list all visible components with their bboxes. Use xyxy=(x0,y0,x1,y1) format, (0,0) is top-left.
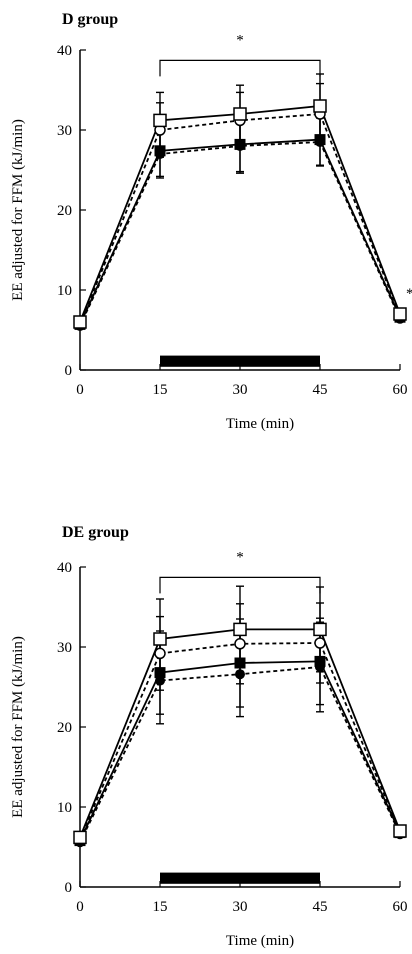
c1-y-axis-label: EE adjusted for FFM (kJ/min) xyxy=(10,636,26,818)
c1-x-axis-label: Time (min) xyxy=(226,933,294,949)
c0-significance-bracket xyxy=(159,59,321,77)
c0-y-tick-label: 20 xyxy=(57,203,72,219)
c0-annotation-star: * xyxy=(406,286,412,302)
c0-point-open-square xyxy=(313,99,327,113)
c1-significance-star: * xyxy=(236,549,244,565)
c1-point-filled-square xyxy=(154,667,166,679)
c1-x-tick-label: 0 xyxy=(76,899,84,915)
c0-point-open-square xyxy=(233,107,247,121)
chart-panel-d-group: D group 0 10 20 30 40 0 15 30 45 60 Time (min) EE ad… xyxy=(10,11,412,432)
c1-point-filled-circle xyxy=(235,669,245,680)
c1-point-open-circle xyxy=(154,647,166,660)
c1-point-open-circle xyxy=(234,638,246,650)
c0-x-tick-label: 15 xyxy=(153,382,168,398)
c1-exercise-bar xyxy=(160,872,320,884)
c0-chart-title: D group xyxy=(62,11,118,28)
c0-significance-star: * xyxy=(236,32,244,48)
c0-y-axis-label: EE adjusted for FFM (kJ/min) xyxy=(10,119,26,301)
c1-y-tick-label: 10 xyxy=(57,800,72,816)
c1-significance-bracket xyxy=(159,576,321,594)
c1-y-tick-label: 40 xyxy=(57,560,72,576)
c0-point-filled-square xyxy=(234,138,246,150)
c1-chart-title: DE group xyxy=(62,524,129,541)
c1-point-open-square xyxy=(73,830,87,845)
c1-point-filled-square xyxy=(234,657,246,669)
c1-x-tick-label: 45 xyxy=(313,899,328,915)
c0-point-filled-square xyxy=(154,145,166,157)
c0-y-tick-label: 40 xyxy=(57,43,72,59)
chart-svg-d-group: D group 0 10 20 30 40 0 15 30 45 60 Time (min) EE ad… xyxy=(10,11,412,432)
c0-point-open-square xyxy=(153,113,167,128)
chart-panel-de-group: DE group 0 10 20 30 40 0 15 30 45 60 Time (min) EE a… xyxy=(0,477,412,954)
c1-y-tick-label: 20 xyxy=(57,720,72,736)
c0-x-axis-label: Time (min) xyxy=(226,416,294,432)
c1-x-tick-label: 60 xyxy=(393,899,408,915)
c0-exercise-bar xyxy=(160,355,320,367)
c1-point-open-square xyxy=(153,632,167,646)
c0-x-tick-label: 45 xyxy=(313,382,328,398)
c1-y-tick-label: 30 xyxy=(57,640,72,656)
c1-x-tick-label: 15 xyxy=(153,899,168,915)
c1-point-open-circle xyxy=(314,637,326,649)
c1-x-tick-label: 30 xyxy=(233,899,248,915)
c0-point-open-square xyxy=(393,307,407,321)
c1-point-open-square xyxy=(313,622,327,637)
c0-x-tick-label: 0 xyxy=(76,382,84,398)
c0-x-tick-label: 60 xyxy=(393,382,408,398)
chart-svg-de-group: DE group 0 10 20 30 40 0 15 30 45 60 Time (min) EE a… xyxy=(10,524,408,949)
c0-x-tick-label: 30 xyxy=(233,382,248,398)
c1-y-tick-label: 0 xyxy=(65,880,73,896)
c0-point-open-square xyxy=(73,315,87,329)
c0-y-tick-label: 0 xyxy=(65,363,73,379)
c1-point-open-square xyxy=(393,824,407,838)
c0-y-tick-label: 30 xyxy=(57,123,72,139)
c0-point-filled-square xyxy=(314,134,326,146)
c1-point-filled-square xyxy=(314,655,326,667)
c0-y-tick-label: 10 xyxy=(57,283,72,299)
c1-point-open-square xyxy=(233,622,247,637)
